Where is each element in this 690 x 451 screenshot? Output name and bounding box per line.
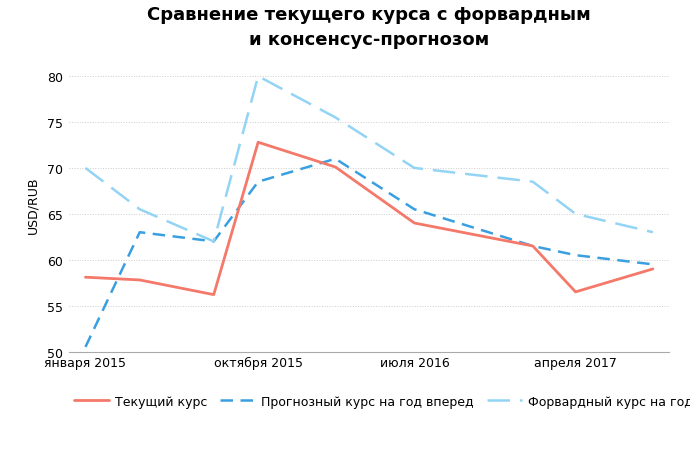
Форвардный курс на год вперед [254,74,262,80]
Прогнозный курс на год вперед [135,230,144,235]
Текущий курс [649,267,657,272]
Прогнозный курс на год вперед [411,207,419,212]
Форвардный курс на год вперед [411,166,419,171]
Текущий курс [135,278,144,283]
Прогнозный курс на год вперед [649,262,657,267]
Форвардный курс на год вперед [135,207,144,212]
Y-axis label: USD/RUB: USD/RUB [26,176,39,234]
Текущий курс [210,292,218,298]
Line: Прогнозный курс на год вперед: Прогнозный курс на год вперед [86,159,653,347]
Title: Сравнение текущего курса с форвардным
и консенсус-прогнозом: Сравнение текущего курса с форвардным и … [147,6,591,49]
Форвардный курс на год вперед [571,212,580,217]
Текущий курс [571,290,580,295]
Форвардный курс на год вперед [529,179,537,185]
Форвардный курс на год вперед [81,166,90,171]
Прогнозный курс на год вперед [529,244,537,249]
Форвардный курс на год вперед [331,115,339,121]
Текущий курс [411,221,419,226]
Текущий курс [529,244,537,249]
Текущий курс [331,165,339,170]
Текущий курс [81,275,90,280]
Прогнозный курс на год вперед [571,253,580,258]
Форвардный курс на год вперед [210,239,218,244]
Legend: Текущий курс, Прогнозный курс на год вперед, Форвардный курс на год вперед: Текущий курс, Прогнозный курс на год впе… [69,390,690,413]
Прогнозный курс на год вперед [254,179,262,185]
Прогнозный курс на год вперед [331,156,339,162]
Текущий курс [254,140,262,146]
Форвардный курс на год вперед [649,230,657,235]
Line: Форвардный курс на год вперед: Форвардный курс на год вперед [86,77,653,242]
Прогнозный курс на год вперед [81,345,90,350]
Прогнозный курс на год вперед [210,239,218,244]
Line: Текущий курс: Текущий курс [86,143,653,295]
